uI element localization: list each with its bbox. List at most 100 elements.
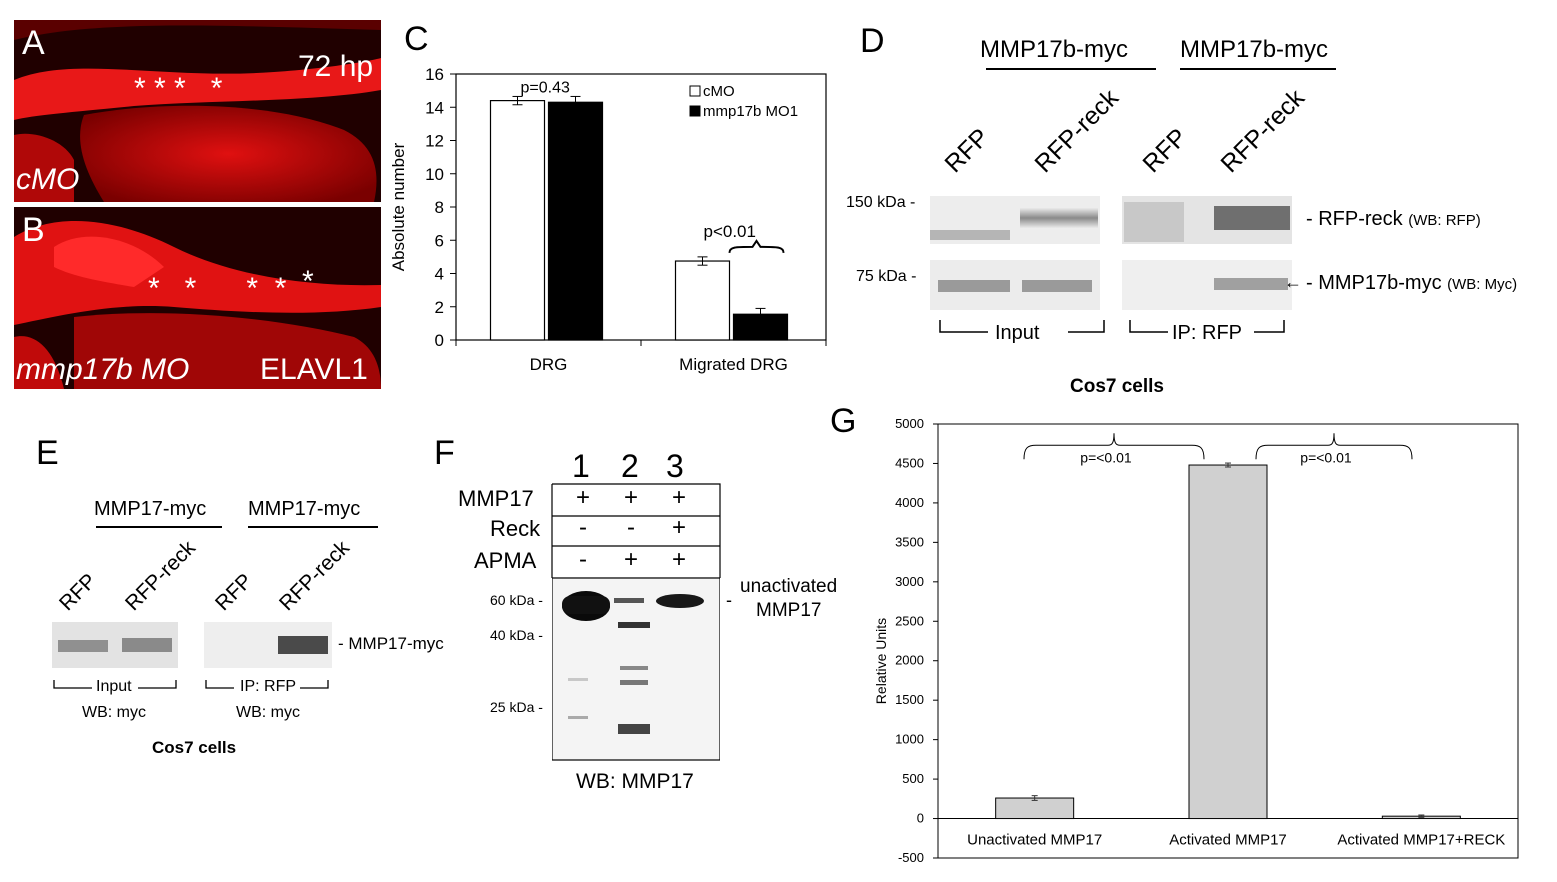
panel-d-group2-line xyxy=(1180,68,1336,70)
panel-d-arrow: ← xyxy=(1284,272,1302,292)
bar xyxy=(995,797,1075,820)
bar-mmp17b-MO1 xyxy=(547,101,604,341)
panel-d-band2-label: - MMP17b-myc (WB: Myc) xyxy=(1306,272,1517,295)
panel-f-dash: - xyxy=(726,590,732,610)
panel-d-letter: D xyxy=(860,22,885,60)
panel-e-group2: MMP17-myc xyxy=(248,498,361,520)
panel-a-asterisks: * * * * xyxy=(134,72,223,105)
plot-frame xyxy=(937,423,1519,859)
panel-g-chart: -500 0 500 1000 1500 2000 2500 3000 3500 4000 4500… xyxy=(873,416,1519,865)
x-tick-label: Activated MMP17 xyxy=(1169,832,1287,849)
panel-d-group1-line xyxy=(986,68,1156,70)
y-tick-label: 0 xyxy=(917,811,924,826)
panel-e-blots xyxy=(52,622,332,668)
panel-f-row-label-1: MMP17 xyxy=(458,486,534,511)
panel-e-letter: E xyxy=(36,434,59,472)
y-tick-label: 1500 xyxy=(895,692,924,707)
panel-f-cell-2-2: - xyxy=(627,514,635,541)
panel-f-mw-60: 60 kDa - xyxy=(490,592,543,608)
panel-d-group2: MMP17b-myc xyxy=(1180,36,1329,63)
panel-d-lane-4: RFP-reck xyxy=(1215,83,1310,179)
y-tick-label: 2000 xyxy=(895,653,924,668)
panel-b-letter: B xyxy=(22,211,45,249)
panel-f-cell-1-3: + xyxy=(672,484,687,511)
legend-label: mmp17b MO1 xyxy=(703,103,798,120)
panel-d-group1: MMP17b-myc xyxy=(980,36,1129,63)
y-tick-label: 6 xyxy=(435,231,444,250)
legend-swatch xyxy=(689,85,701,97)
significance-brace xyxy=(1023,433,1205,460)
panel-g-letter: G xyxy=(830,402,857,440)
panel-e-ip: IP: RFP xyxy=(240,678,297,695)
panel-d-band1-label: - RFP-reck (WB: RFP) xyxy=(1306,208,1481,231)
panel-b-marker: ELAVL1 xyxy=(260,353,368,386)
panel-e-brackets xyxy=(53,680,329,689)
panel-d-lane-3: RFP xyxy=(1137,123,1193,179)
x-tick-label: Activated MMP17+RECK xyxy=(1337,832,1505,849)
panel-b-asterisk-high: * xyxy=(302,265,314,298)
bar-cMO xyxy=(489,99,546,341)
panel-e-group2-line xyxy=(248,526,378,528)
panel-d-mw-150: 150 kDa - xyxy=(846,194,916,211)
panel-e-wb1: WB: myc xyxy=(82,704,146,721)
panel-b-condition: mmp17b MO xyxy=(16,353,190,386)
panel-f-letter: F xyxy=(434,434,455,472)
y-tick-label: 10 xyxy=(425,165,444,184)
y-tick-label: 1000 xyxy=(895,732,924,747)
annotation-p: p=0.43 xyxy=(521,79,570,96)
y-tick-label: 3500 xyxy=(895,534,924,549)
annotation-p: p=<0.01 xyxy=(1300,450,1352,466)
panel-d-input: Input xyxy=(995,322,1040,344)
x-tick-label: DRG xyxy=(530,355,568,374)
panel-f-mw-25: 25 kDa - xyxy=(490,699,543,715)
panel-d-cells: Cos7 cells xyxy=(1070,376,1164,397)
panel-d-brackets xyxy=(939,320,1285,333)
panel-e-lane-4: RFP-reck xyxy=(275,536,354,616)
y-tick-label: 16 xyxy=(425,65,444,84)
y-axis-label: Relative Units xyxy=(873,618,889,704)
panel-d-band2: - MMP17b-myc xyxy=(1306,272,1442,294)
panel-a-time: 72 hp xyxy=(298,50,374,83)
panel-d-band1-wb: (WB: RFP) xyxy=(1408,212,1481,229)
panel-c-chart: 0 2 4 6 8 10 12 14 16 Absolute number DRG Migrated … xyxy=(389,65,827,374)
panel-a-image: * * * * 72 hp cMO A xyxy=(14,20,381,202)
panel-f-row-label-3: APMA xyxy=(474,548,537,573)
panel-e-lane-2: RFP-reck xyxy=(121,536,200,616)
panel-d-band2-wb: (WB: Myc) xyxy=(1447,276,1518,293)
panel-b-fluorescence xyxy=(14,220,381,389)
bar xyxy=(1188,464,1268,820)
significance-brace xyxy=(1255,433,1413,460)
panel-e-wb2: WB: myc xyxy=(236,704,300,721)
annotation-p: p=<0.01 xyxy=(1080,450,1132,466)
panel-e-group1: MMP17-myc xyxy=(94,498,207,520)
significance-bracket xyxy=(728,239,785,254)
panel-f-band-label-1: unactivated xyxy=(740,576,838,597)
panel-e-group1-line xyxy=(96,526,222,528)
legend-swatch xyxy=(689,105,701,117)
panel-f-cell-3-3: + xyxy=(672,546,687,573)
panel-a-fluorescence xyxy=(14,20,381,202)
panel-a-condition: cMO xyxy=(16,163,80,196)
x-tick-label: Unactivated MMP17 xyxy=(967,832,1102,849)
panel-d-mw-75: 75 kDa - xyxy=(856,268,917,285)
panel-e-input: Input xyxy=(96,678,132,695)
panel-d-ip: IP: RFP xyxy=(1172,322,1243,344)
y-tick-label: 8 xyxy=(435,198,444,217)
panel-f-table-grid xyxy=(551,483,721,579)
panel-c-letter: C xyxy=(404,20,429,58)
legend-label: cMO xyxy=(703,83,735,100)
panel-f-cell-1-2: + xyxy=(624,484,639,511)
panel-e-lane-3: RFP xyxy=(211,569,257,616)
y-axis-label: Absolute number xyxy=(389,142,408,271)
panel-e-cells: Cos7 cells xyxy=(152,738,237,757)
panel-d-lane-1: RFP xyxy=(939,123,995,179)
panel-f-lane-1: 1 xyxy=(572,448,590,484)
panel-e-band: - MMP17-myc xyxy=(338,634,444,653)
panel-f-mw-40: 40 kDa - xyxy=(490,627,543,643)
bar-cMO xyxy=(674,260,731,341)
panel-f-cell-2-1: - xyxy=(579,514,587,541)
y-tick-label: 2500 xyxy=(895,613,924,628)
panel-d-band1: - RFP-reck xyxy=(1306,208,1403,230)
panel-f-row-label-2: Reck xyxy=(490,516,541,541)
y-tick-label: 5000 xyxy=(895,416,924,431)
